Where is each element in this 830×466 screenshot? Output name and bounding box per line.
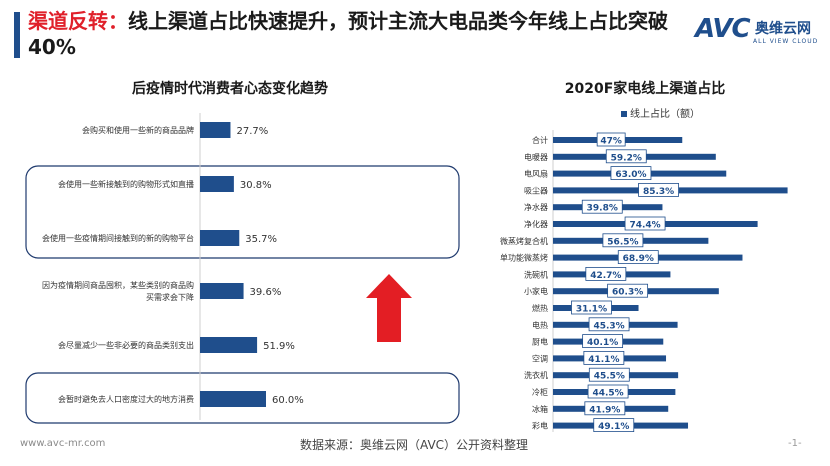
right-value-box-15 [587, 384, 629, 399]
right-value-label-7: 68.9% [623, 254, 654, 264]
left-value-label-4: 51.9% [263, 341, 295, 352]
right-value-label-13: 41.1% [588, 355, 619, 365]
left-value-label-3: 39.6% [250, 287, 282, 298]
right-value-box-12 [582, 334, 624, 349]
right-value-label-0: 47% [600, 137, 622, 147]
left-value-label-1: 30.8% [240, 180, 272, 191]
right-category-label-2: 电风扇 [524, 169, 548, 179]
right-value-box-16 [584, 401, 626, 416]
right-value-box-8 [585, 266, 627, 281]
logo-mark: AVC [695, 14, 751, 44]
right-value-box-5 [624, 216, 666, 231]
right-value-box-1 [605, 149, 647, 164]
left-value-label-5: 60.0% [272, 395, 304, 406]
right-value-box-9 [607, 283, 649, 298]
right-value-label-4: 39.8% [587, 204, 618, 214]
right-value-label-3: 85.3% [643, 187, 674, 197]
right-value-box-13 [583, 350, 625, 365]
left-category-label-3: 因为疫情期间商品囤积，某些类别的商品购 [42, 280, 194, 290]
right-category-label-17: 彩电 [532, 421, 548, 431]
title-highlight: 渠道反转： [28, 9, 128, 33]
left-bar-1 [200, 176, 234, 192]
right-category-label-5: 净化器 [524, 219, 548, 229]
left-value-label-0: 27.7% [236, 126, 268, 137]
right-value-box-2 [610, 166, 652, 181]
right-category-label-13: 空调 [532, 353, 548, 363]
left-bar-0 [200, 122, 231, 138]
right-value-box-3 [638, 182, 679, 197]
right-category-label-12: 厨电 [532, 337, 548, 347]
right-value-box-0 [596, 132, 626, 147]
right-value-label-15: 44.5% [592, 389, 623, 399]
logo-en: ALL VIEW CLOUD [753, 38, 819, 45]
right-category-label-11: 电热 [532, 320, 548, 330]
right-category-label-16: 冰箱 [532, 404, 548, 414]
right-value-box-6 [602, 233, 644, 248]
right-value-label-2: 63.0% [615, 170, 646, 180]
right-category-label-14: 洗衣机 [524, 370, 548, 380]
left-category-label-4: 会尽量减少一些非必要的商品类别支出 [58, 340, 194, 350]
right-legend-label: 线上占比（额） [630, 107, 700, 120]
highlight-frame-top [25, 165, 460, 259]
right-value-label-16: 41.9% [589, 405, 620, 415]
right-value-label-8: 42.7% [590, 271, 621, 281]
left-category-label-5: 会暂时避免去人口密度过大的地方消费 [58, 394, 194, 404]
left-bar-5 [200, 391, 266, 407]
left-bar-2 [200, 230, 240, 246]
right-category-label-6: 微蒸烤复合机 [500, 236, 548, 246]
right-category-label-7: 单功能微蒸烤 [500, 253, 548, 263]
footer-source: 数据来源：奥维云网（AVC）公开资料整理 [300, 438, 529, 452]
left-category-label-3: 买需求会下降 [146, 292, 194, 302]
right-value-label-17: 49.1% [598, 422, 629, 432]
right-category-label-9: 小家电 [524, 286, 548, 296]
left-category-label-2: 会使用一些疫情期间接触到的新的购物平台 [42, 233, 194, 243]
right-category-label-10: 燃热 [532, 303, 548, 313]
right-category-label-3: 吸尘器 [524, 185, 548, 195]
slide-title: 渠道反转：线上渠道占比快速提升，预计主流大电品类今年线上占比突破40% [28, 8, 678, 60]
right-category-label-4: 净水器 [524, 202, 548, 212]
right-value-box-10 [571, 300, 612, 315]
right-category-label-8: 洗碗机 [524, 269, 548, 279]
avc-logo: AVC 奥维云网 ALL VIEW CLOUD [695, 14, 820, 54]
footer-url: www.avc-mr.com [20, 438, 106, 449]
right-legend-swatch [621, 111, 627, 117]
left-value-label-2: 35.7% [245, 234, 277, 245]
right-value-label-11: 45.3% [593, 321, 624, 331]
right-value-label-1: 59.2% [611, 153, 642, 163]
right-value-label-10: 31.1% [576, 305, 607, 315]
left-chart-title: 后疫情时代消费者心态变化趋势 [132, 81, 328, 97]
title-accent-bar [14, 12, 20, 58]
logo-cn: 奥维云网 [755, 21, 811, 37]
left-category-label-1: 会使用一些新接触到的购物形式如直播 [58, 179, 194, 189]
right-chart-title: 2020F家电线上渠道占比 [564, 81, 726, 97]
right-category-label-1: 电暖器 [524, 152, 548, 162]
up-arrow-icon [366, 274, 412, 342]
left-bar-4 [200, 337, 258, 353]
highlight-frame-bottom [25, 372, 460, 424]
right-value-label-5: 74.4% [629, 221, 660, 231]
left-bar-3 [200, 283, 244, 299]
right-value-box-4 [581, 199, 623, 214]
title-text: 线上渠道占比快速提升，预计主流大电品类今年线上占比突破40% [28, 9, 668, 59]
right-category-label-0: 合计 [532, 135, 548, 145]
right-value-box-7 [617, 250, 659, 265]
right-value-label-9: 60.3% [612, 288, 643, 298]
right-value-label-12: 40.1% [587, 338, 618, 348]
right-value-label-6: 56.5% [607, 237, 638, 247]
page-number: -1- [788, 438, 802, 449]
left-category-label-0: 会购买和使用一些新的商品品牌 [82, 125, 194, 135]
right-value-label-14: 45.5% [594, 372, 625, 382]
right-value-box-17 [593, 418, 635, 433]
right-category-label-15: 冷柜 [532, 387, 548, 397]
right-value-box-11 [588, 317, 630, 332]
right-value-box-14 [588, 367, 630, 382]
